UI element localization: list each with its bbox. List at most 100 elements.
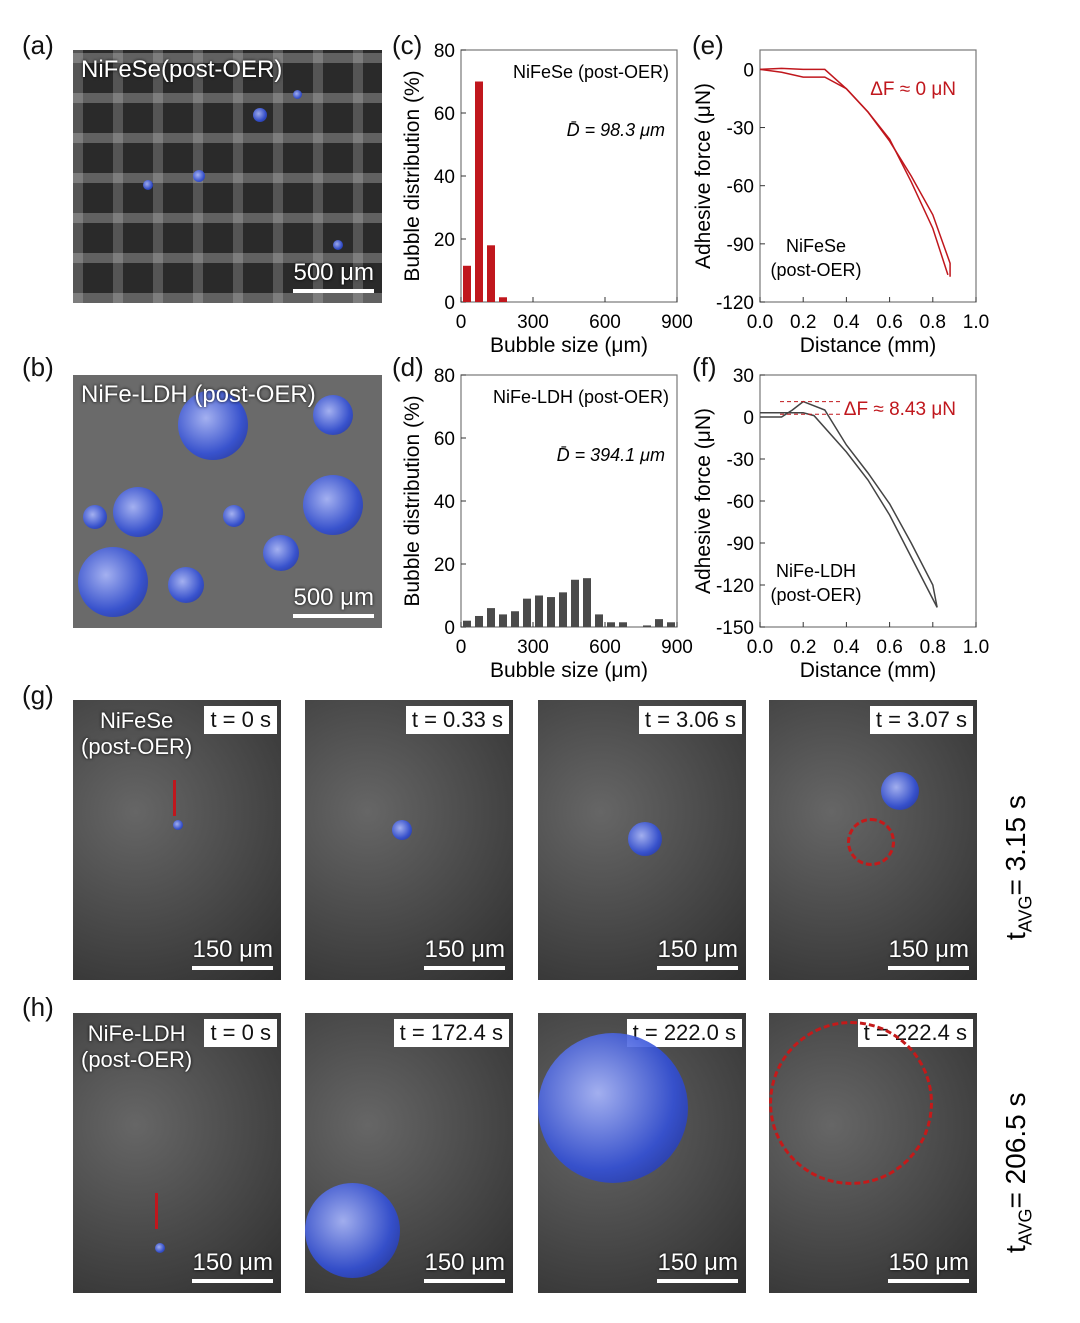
- micrograph-title: NiFe-LDH (post-OER): [81, 381, 316, 408]
- scale-bar: 500 μm: [293, 259, 374, 293]
- x-tick-label: 0: [456, 637, 467, 658]
- histogram-bar: [571, 579, 579, 627]
- y-tick-label: -60: [727, 177, 754, 198]
- x-tick-label: 300: [517, 312, 549, 333]
- chart-title: NiFeSe (post-OER): [513, 62, 669, 82]
- bubble: [392, 820, 412, 840]
- scale-bar: 150 μm: [192, 1249, 273, 1283]
- histogram-bar: [499, 614, 507, 627]
- scale-bar: 150 μm: [657, 936, 738, 970]
- scale-label: 500 μm: [293, 259, 374, 286]
- x-tick-label: 600: [589, 637, 621, 658]
- x-tick-label: 600: [589, 312, 621, 333]
- sample-label: (post-OER): [770, 585, 861, 605]
- y-tick-label: -90: [727, 534, 754, 555]
- y-tick-label: -120: [716, 293, 754, 314]
- panel-label-g: (g): [22, 680, 54, 710]
- histogram-bar: [547, 597, 555, 627]
- micrograph-h-3: t = 222.0 s 150 μm: [538, 1013, 746, 1293]
- scale-bar: 150 μm: [888, 936, 969, 970]
- tavg-prefix: t: [1000, 1245, 1031, 1253]
- mean-diameter-annotation: D̄ = 98.3 μm: [567, 120, 665, 140]
- scale-bar-line: [424, 966, 505, 970]
- y-tick-label: -30: [727, 119, 754, 140]
- histogram-bar: [655, 619, 663, 627]
- y-axis-label: Adhesive force (μN): [692, 408, 715, 594]
- y-tick-label: 30: [733, 366, 754, 387]
- panel-label-a: (a): [22, 30, 54, 60]
- x-axis-label: Bubble size (μm): [490, 334, 648, 357]
- y-tick-label: -60: [727, 492, 754, 513]
- y-tick-label: 40: [434, 492, 455, 513]
- time-label: t = 0.33 s: [405, 706, 509, 734]
- histogram-bar: [595, 614, 603, 627]
- arrow-icon: [155, 1193, 158, 1229]
- micrograph-h-4: t = 222.4 s 150 μm: [769, 1013, 977, 1293]
- x-tick-label: 0.0: [747, 637, 773, 658]
- x-tick-label: 0.2: [790, 637, 816, 658]
- y-tick-label: 80: [434, 366, 455, 387]
- scale-label: 500 μm: [293, 584, 374, 611]
- average-time-label: tAVG= 3.15 s: [1000, 795, 1037, 940]
- bubble: [628, 822, 662, 856]
- y-tick-label: 60: [434, 429, 455, 450]
- time-label: t = 3.07 s: [869, 706, 973, 734]
- histogram-bar: [475, 615, 483, 627]
- delta-force-annotation: ΔF ≈ 8.43 μN: [844, 399, 956, 420]
- x-tick-label: 0.2: [790, 312, 816, 333]
- panel-label-f: (f): [692, 352, 717, 382]
- y-tick-label: 0: [743, 408, 754, 429]
- x-tick-label: 0.4: [833, 637, 860, 658]
- scale-bar-line: [657, 1279, 738, 1283]
- micrograph-title: NiFe-LDH (post-OER): [81, 1021, 193, 1072]
- sample-label: NiFeSe: [786, 236, 846, 256]
- histogram-bar: [523, 598, 531, 627]
- y-axis-label: Bubble distribution (%): [401, 70, 424, 281]
- scale-bar: 150 μm: [192, 936, 273, 970]
- histogram-bar: [463, 265, 471, 302]
- bubble: [173, 820, 183, 830]
- y-tick-label: 0: [743, 60, 754, 81]
- x-tick-label: 0.0: [747, 312, 773, 333]
- panel-label-b: (b): [22, 352, 54, 382]
- y-tick-label: -90: [727, 235, 754, 256]
- chart-title: NiFe-LDH (post-OER): [493, 387, 669, 407]
- micrograph-title: NiFeSe(post-OER): [81, 56, 283, 83]
- x-tick-label: 0.8: [920, 312, 946, 333]
- x-tick-label: 0: [456, 312, 467, 333]
- x-tick-label: 900: [661, 312, 693, 333]
- delta-force-annotation: ΔF ≈ 0 μN: [870, 79, 956, 100]
- y-tick-label: 20: [434, 555, 455, 576]
- x-axis-label: Distance (mm): [800, 334, 937, 357]
- y-axis-label: Adhesive force (μN): [692, 83, 715, 269]
- x-tick-label: 0.4: [833, 312, 860, 333]
- tavg-value: = 206.5 s: [1000, 1092, 1031, 1209]
- y-tick-label: -30: [727, 450, 754, 471]
- scale-label: 150 μm: [888, 936, 969, 963]
- bubble: [155, 1243, 165, 1253]
- y-tick-label: -120: [716, 576, 754, 597]
- micrograph-h-1: t = 0 s NiFe-LDH (post-OER) 150 μm: [73, 1013, 281, 1293]
- sample-label: (post-OER): [770, 260, 861, 280]
- scale-bar-line: [424, 1279, 505, 1283]
- micrograph-g-2: t = 0.33 s 150 μm: [305, 700, 513, 980]
- scale-label: 150 μm: [657, 936, 738, 963]
- time-label: t = 0 s: [204, 1019, 277, 1047]
- scale-label: 150 μm: [424, 1249, 505, 1276]
- micrograph-title: NiFeSe (post-OER): [81, 708, 193, 759]
- detached-bubble-outline: [769, 1021, 933, 1185]
- scale-bar-line: [657, 966, 738, 970]
- arrow-icon: [173, 780, 176, 816]
- time-label: t = 3.06 s: [638, 706, 742, 734]
- average-time-label: tAVG= 206.5 s: [1000, 1093, 1037, 1253]
- y-tick-label: 0: [444, 618, 455, 639]
- force-curve-retract: [759, 67, 951, 277]
- x-tick-label: 300: [517, 637, 549, 658]
- scale-label: 150 μm: [888, 1249, 969, 1276]
- histogram-bar: [643, 625, 651, 627]
- tavg-prefix: t: [1000, 932, 1031, 940]
- scale-bar-line: [192, 1279, 273, 1283]
- tavg-subscript: AVG: [1015, 1208, 1036, 1246]
- micrograph-b: NiFe-LDH (post-OER) 500 μm: [73, 375, 382, 628]
- tavg-value: = 3.15 s: [1000, 795, 1031, 896]
